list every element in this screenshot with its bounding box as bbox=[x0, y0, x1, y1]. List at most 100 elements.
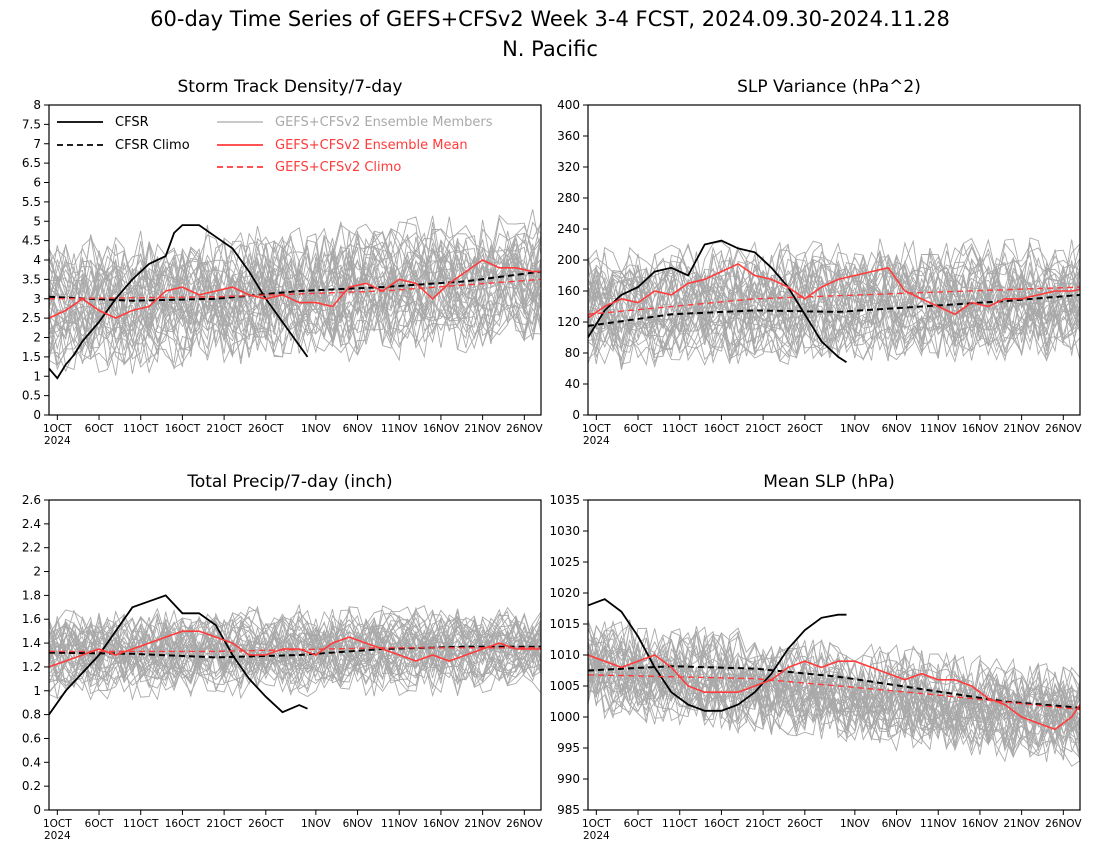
x-tick-label: 16OCT bbox=[704, 818, 740, 830]
x-tick-label: 11NOV bbox=[920, 423, 957, 435]
panel-title: Storm Track Density/7-day bbox=[178, 77, 403, 97]
y-tick-label: 40 bbox=[565, 377, 580, 391]
plot-area bbox=[49, 209, 541, 380]
x-tick-label: 21OCT bbox=[206, 818, 242, 830]
legend-label-members: GEFS+CFSv2 Ensemble Members bbox=[275, 115, 493, 130]
ensemble-member-line bbox=[588, 247, 1080, 315]
ensemble-member-line bbox=[588, 239, 1080, 300]
y-tick-label: 1000 bbox=[549, 710, 580, 724]
x-tick-label: 21NOV bbox=[1003, 818, 1040, 830]
panel-title: Mean SLP (hPa) bbox=[763, 472, 895, 492]
y-tick-label: 1030 bbox=[549, 524, 580, 538]
plot-area bbox=[588, 237, 1080, 370]
y-tick-label: 0 bbox=[572, 408, 580, 422]
x-tick-label: 1OCT bbox=[43, 423, 72, 435]
y-tick-label: 1015 bbox=[549, 617, 580, 631]
ens-climo-line bbox=[49, 647, 541, 653]
y-tick-label: 3 bbox=[33, 292, 41, 306]
ensemble-member-line bbox=[49, 293, 541, 364]
y-tick-label: 6.5 bbox=[22, 156, 41, 170]
x-tick-label: 16NOV bbox=[962, 818, 999, 830]
x-tick-label: 26OCT bbox=[248, 423, 284, 435]
ensemble-member-line bbox=[49, 231, 541, 307]
ensemble-member-line bbox=[588, 644, 1080, 728]
y-tick-label: 360 bbox=[557, 129, 580, 143]
x-tick-label: 26NOV bbox=[1045, 423, 1082, 435]
ens-climo-line bbox=[49, 278, 541, 300]
ensemble-member-line bbox=[588, 255, 1080, 319]
x-tick-label: 1OCT bbox=[582, 818, 611, 830]
x-tick-label: 26OCT bbox=[787, 818, 823, 830]
x-tick-label: 21NOV bbox=[464, 818, 501, 830]
panel-title: SLP Variance (hPa^2) bbox=[737, 77, 921, 97]
x-tick-label: 11OCT bbox=[662, 423, 698, 435]
x-tick-label: 21OCT bbox=[745, 423, 781, 435]
x-tick-label: 1OCT bbox=[582, 423, 611, 435]
x-tick-label: 16OCT bbox=[165, 818, 201, 830]
ensemble-member-line bbox=[49, 618, 541, 670]
y-tick-label: 1.4 bbox=[22, 636, 41, 650]
x-tick-label: 11OCT bbox=[662, 818, 698, 830]
x-tick-label: 16NOV bbox=[962, 423, 999, 435]
ensemble-member-line bbox=[49, 257, 541, 344]
y-tick-label: 2.6 bbox=[22, 493, 41, 507]
ensemble-member-line bbox=[49, 250, 541, 335]
y-tick-label: 160 bbox=[557, 284, 580, 298]
x-tick-label: 1OCT bbox=[43, 818, 72, 830]
y-tick-label: 1010 bbox=[549, 648, 580, 662]
ensemble-member-line bbox=[588, 649, 1080, 756]
y-tick-label: 0 bbox=[33, 408, 41, 422]
x-tick-label: 21OCT bbox=[745, 818, 781, 830]
ensemble-member-line bbox=[588, 296, 1080, 365]
y-tick-label: 0.2 bbox=[22, 779, 41, 793]
plot-area bbox=[588, 598, 1080, 767]
chart-panel-3: Total Precip/7-day (inch)00.20.40.60.811… bbox=[22, 472, 543, 842]
x-tick-label: 6OCT bbox=[624, 423, 653, 435]
ensemble-member-line bbox=[588, 671, 1080, 759]
legend-label-ens-climo: GEFS+CFSv2 Climo bbox=[275, 160, 401, 175]
cfsr-climo-line bbox=[49, 270, 541, 302]
x-year-label: 2024 bbox=[44, 435, 71, 447]
ensemble-member-line bbox=[49, 282, 541, 371]
x-tick-label: 26NOV bbox=[506, 423, 543, 435]
y-tick-label: 80 bbox=[565, 346, 580, 360]
ensemble-member-line bbox=[588, 295, 1080, 362]
y-tick-label: 6 bbox=[33, 176, 41, 190]
figure-title: 60-day Time Series of GEFS+CFSv2 Week 3-… bbox=[150, 7, 950, 31]
panel-title: Total Precip/7-day (inch) bbox=[186, 472, 392, 492]
cfsr-line bbox=[588, 598, 847, 712]
plot-area bbox=[49, 594, 541, 716]
x-tick-label: 16NOV bbox=[423, 423, 460, 435]
ensemble-member-line bbox=[49, 605, 541, 655]
ensemble-member-line bbox=[49, 614, 541, 665]
legend-label-ens-mean: GEFS+CFSv2 Ensemble Mean bbox=[275, 138, 468, 153]
ensemble-member-line bbox=[588, 259, 1080, 323]
y-tick-label: 2.4 bbox=[22, 517, 41, 531]
y-tick-label: 1.6 bbox=[22, 612, 41, 626]
x-year-label: 2024 bbox=[583, 435, 610, 447]
y-tick-label: 3.5 bbox=[22, 272, 41, 286]
ensemble-member-line bbox=[49, 641, 541, 693]
y-tick-label: 995 bbox=[557, 741, 580, 755]
y-tick-label: 5 bbox=[33, 214, 41, 228]
y-tick-label: 4.5 bbox=[22, 234, 41, 248]
ens-mean-line bbox=[588, 654, 1080, 731]
x-tick-label: 26OCT bbox=[248, 818, 284, 830]
y-tick-label: 1035 bbox=[549, 493, 580, 507]
cfsr-climo-line bbox=[588, 293, 1080, 327]
x-tick-label: 26NOV bbox=[506, 818, 543, 830]
ensemble-member-line bbox=[49, 214, 541, 298]
ensemble-member-line bbox=[588, 299, 1080, 365]
ensemble-member-line bbox=[588, 665, 1080, 762]
x-tick-label: 1NOV bbox=[301, 818, 332, 830]
chart-panel-2: SLP Variance (hPa^2) 0 40 80 120 160 200 240 280… bbox=[557, 77, 1082, 447]
y-tick-label: 7 bbox=[33, 137, 41, 151]
x-tick-label: 11NOV bbox=[381, 818, 418, 830]
legend: CFSR CFSR Climo GEFS+CFSv2 Ensemble Member… bbox=[57, 115, 493, 175]
y-tick-label: 0 bbox=[33, 803, 41, 817]
chart-panel-1: Storm Track Density/7-day 0 0.5 1 1.5 2 2.5 3 3.… bbox=[22, 77, 543, 447]
ensemble-member-line bbox=[588, 626, 1080, 717]
ens-climo-line bbox=[588, 286, 1080, 315]
ensemble-member-line bbox=[49, 209, 541, 294]
ensemble-member-line bbox=[588, 660, 1080, 757]
